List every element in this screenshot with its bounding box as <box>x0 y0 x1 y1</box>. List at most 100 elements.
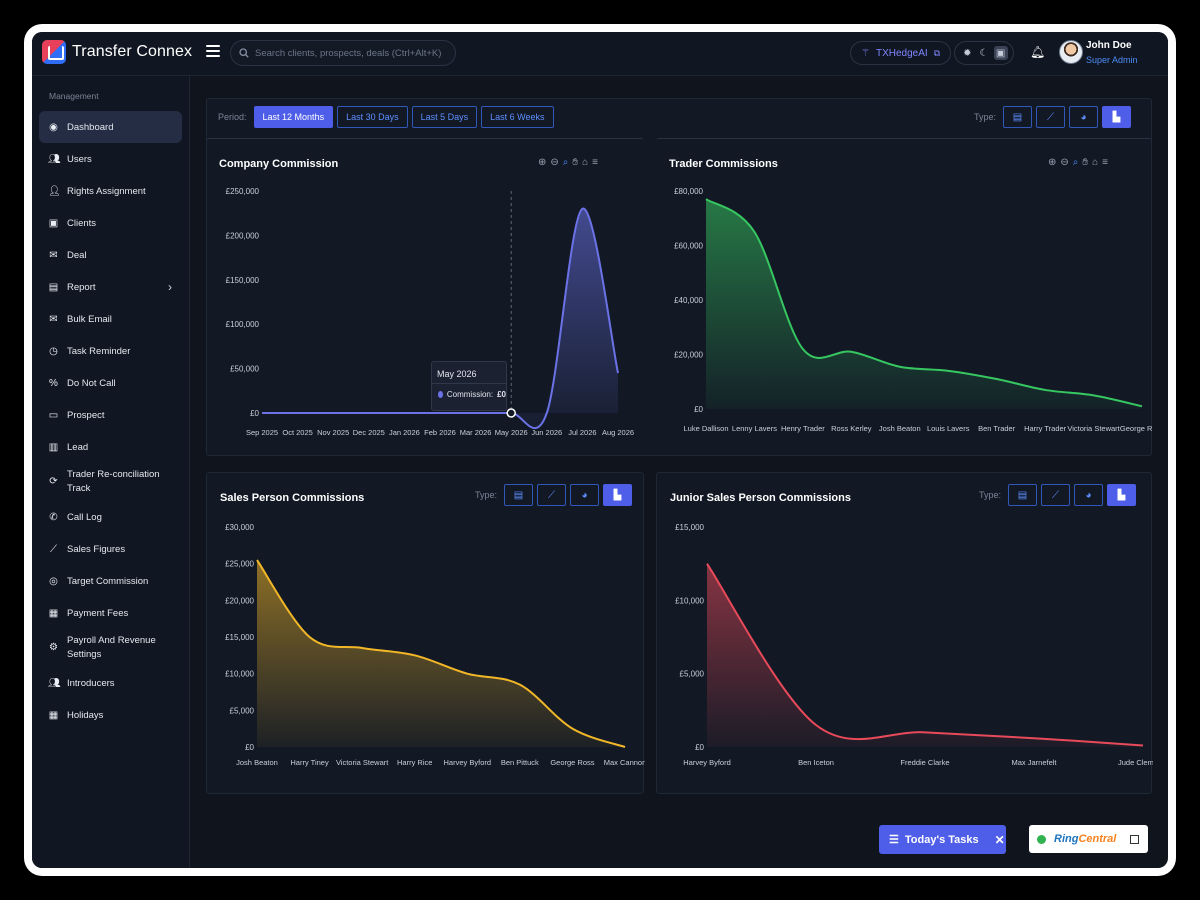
sidebar-item-introducers[interactable]: 👥︎ Introducers <box>39 667 182 699</box>
light-theme-icon[interactable]: ✹ <box>963 47 972 59</box>
sidebar-item-label: Payroll And Revenue Settings <box>67 635 156 660</box>
series-area <box>257 560 625 747</box>
logo[interactable]: Transfer Connex <box>42 40 192 64</box>
y-tick-label: £10,000 <box>225 670 254 679</box>
chart-type-selector: Type: ▤ ⟋ ◕ ▙ <box>475 484 633 506</box>
area-chart-type-icon[interactable]: ▙ <box>1102 106 1132 128</box>
close-icon[interactable]: ✕ <box>994 832 1005 847</box>
dark-theme-icon[interactable]: ☾ <box>979 47 989 59</box>
y-tick-label: £0 <box>250 409 259 418</box>
chart-menu-icon[interactable]: ≡ <box>1102 157 1108 168</box>
x-tick-label: Ben Pittuck <box>501 758 539 767</box>
sidebar-item-label: Bulk Email <box>67 313 112 325</box>
sales-person-commissions-chart: £0 £5,000 £10,000 £15,000 £20,000 £25,000 £30,… <box>225 523 645 767</box>
line-chart-type-icon[interactable]: ⟋ <box>1041 484 1071 506</box>
sidebar-heading: Management <box>49 91 99 101</box>
period-last-30-days-button[interactable]: Last 30 Days <box>337 106 408 128</box>
y-tick-label: £100,000 <box>226 320 260 329</box>
bell-icon[interactable]: 🔔︎ <box>1030 45 1046 59</box>
zoom-in-icon[interactable]: ⊕ <box>1048 157 1057 168</box>
sidebar-item-label: Task Reminder <box>67 345 131 357</box>
zoom-out-icon[interactable]: ⊖ <box>550 157 559 168</box>
zoom-select-icon[interactable]: ⌕ <box>562 157 569 168</box>
sidebar-item-label: Introducers <box>67 677 115 689</box>
zoom-select-icon[interactable]: ⌕ <box>1072 157 1079 168</box>
reset-home-icon[interactable]: ⌂ <box>582 157 589 168</box>
sidebar-item-sales-figures[interactable]: ⟋ Sales Figures <box>39 533 182 565</box>
system-theme-icon[interactable]: ▣ <box>993 46 1008 60</box>
sidebar-item-trader-re-conciliation-track[interactable]: ⟳ Trader Re-conciliation Track <box>39 463 182 501</box>
x-tick-label: Oct 2025 <box>282 428 312 437</box>
pan-hand-icon[interactable]: ✋︎ <box>1082 157 1089 168</box>
sidebar-item-prospect[interactable]: ▭ Prospect <box>39 399 182 431</box>
dashboard-icon: ◉ <box>49 121 58 133</box>
status-dot-icon <box>1037 834 1046 844</box>
area-chart-type-icon[interactable]: ▙ <box>1107 484 1137 506</box>
sidebar-item-clients[interactable]: ▣ Clients <box>39 207 182 239</box>
pie-chart-type-icon[interactable]: ◕ <box>570 484 600 506</box>
type-label: Type: <box>979 490 1002 500</box>
sidebar-item-deal[interactable]: ✉ Deal <box>39 239 182 271</box>
app-title: Transfer Connex <box>72 43 193 60</box>
junior-sales-person-commissions-card: Junior Sales Person Commissions Type: ▤ … <box>656 472 1153 794</box>
menu-toggle-icon[interactable] <box>206 45 220 57</box>
sidebar-item-target-commission[interactable]: ◎ Target Commission <box>39 565 182 597</box>
period-filter: Period: Last 12 Months Last 30 Days Last… <box>218 106 554 128</box>
line-chart-type-icon[interactable]: ⟋ <box>537 484 567 506</box>
sidebar-item-rights-assignment[interactable]: 👤︎ Rights Assignment <box>39 175 182 207</box>
y-tick-label: £15,000 <box>675 523 704 532</box>
period-last-12-months-button[interactable]: Last 12 Months <box>253 106 334 128</box>
external-link-icon: ⧉ <box>933 47 941 58</box>
sidebar-item-label: Users <box>67 153 92 165</box>
sidebar-item-payroll-and-revenue-settings[interactable]: ⚙ Payroll And Revenue Settings <box>39 629 182 667</box>
line-chart-type-icon[interactable]: ⟋ <box>1036 106 1066 128</box>
bar-chart-type-icon[interactable]: ▤ <box>1008 484 1038 506</box>
bar-chart-type-icon[interactable]: ▤ <box>504 484 534 506</box>
avatar[interactable] <box>1059 40 1083 64</box>
x-tick-label: Ben Iceton <box>798 758 834 767</box>
txhedge-ai-button[interactable]: ⚚ TXHedgeAI ⧉ <box>850 41 952 65</box>
expand-icon[interactable] <box>1130 834 1140 844</box>
x-tick-label: Freddie Clarke <box>900 758 949 767</box>
period-last-5-days-button[interactable]: Last 5 Days <box>411 106 478 128</box>
sidebar-item-label: Prospect <box>67 409 105 421</box>
x-tick-label: Jun 2026 <box>531 428 562 437</box>
x-tick-label: Jan 2026 <box>389 428 420 437</box>
zoom-in-icon[interactable]: ⊕ <box>538 157 547 168</box>
x-tick-label: Mar 2026 <box>460 428 492 437</box>
chart-menu-icon[interactable]: ≡ <box>592 157 598 168</box>
todays-tasks-button[interactable]: ☰ Today's Tasks ✕ <box>879 825 1006 854</box>
sidebar-item-dashboard[interactable]: ◉ Dashboard <box>39 111 182 143</box>
sidebar-item-task-reminder[interactable]: ◷ Task Reminder <box>39 335 182 367</box>
sidebar-item-users[interactable]: 👥︎ Users <box>39 143 182 175</box>
zoom-out-icon[interactable]: ⊖ <box>1060 157 1069 168</box>
ringcentral-logo: RingCentral <box>1054 833 1117 845</box>
pie-chart-type-icon[interactable]: ◕ <box>1069 106 1099 128</box>
sidebar-item-label: Rights Assignment <box>67 185 146 197</box>
sidebar-item-lead[interactable]: ▥ Lead <box>39 431 182 463</box>
top-bar: Transfer Connex ⚚ TXHedgeAI ⧉ ✹ ☾ ▣ 🔔︎ J… <box>32 32 1168 76</box>
period-label: Period: <box>218 112 247 122</box>
area-chart-type-icon[interactable]: ▙ <box>603 484 633 506</box>
magic-wand-icon: ⚚ <box>861 47 870 59</box>
sidebar-item-holidays[interactable]: ▦ Holidays <box>39 699 182 731</box>
sidebar-item-bulk-email[interactable]: ✉ Bulk Email <box>39 303 182 335</box>
pie-chart-type-icon[interactable]: ◕ <box>1074 484 1104 506</box>
pan-hand-icon[interactable]: ✋︎ <box>572 157 579 168</box>
period-last-6-weeks-button[interactable]: Last 6 Weeks <box>481 106 554 128</box>
tooltip-label: Commission: <box>446 390 494 399</box>
theme-switcher: ✹ ☾ ▣ <box>954 41 1014 65</box>
tooltip-series-marker <box>438 391 443 398</box>
ringcentral-widget[interactable]: RingCentral <box>1029 825 1148 853</box>
sidebar-item-call-log[interactable]: ✆ Call Log <box>39 501 182 533</box>
search-input[interactable] <box>255 47 445 59</box>
sidebar-item-label: Lead <box>67 441 89 453</box>
bar-chart-type-icon[interactable]: ▤ <box>1003 106 1033 128</box>
sidebar-item-do-not-call[interactable]: % Do Not Call <box>39 367 182 399</box>
hover-point-marker[interactable] <box>506 408 516 418</box>
y-tick-label: £250,000 <box>226 187 260 196</box>
reset-home-icon[interactable]: ⌂ <box>1092 157 1099 168</box>
sidebar-item-payment-fees[interactable]: ▦ Payment Fees <box>39 597 182 629</box>
sidebar-item-report[interactable]: ▤ Report › <box>39 271 182 303</box>
trader-commissions-card: Trader Commissions ⊕ ⊖ ⌕ ✋︎ ⌂ ≡ £0 £20,00… <box>656 138 1152 456</box>
